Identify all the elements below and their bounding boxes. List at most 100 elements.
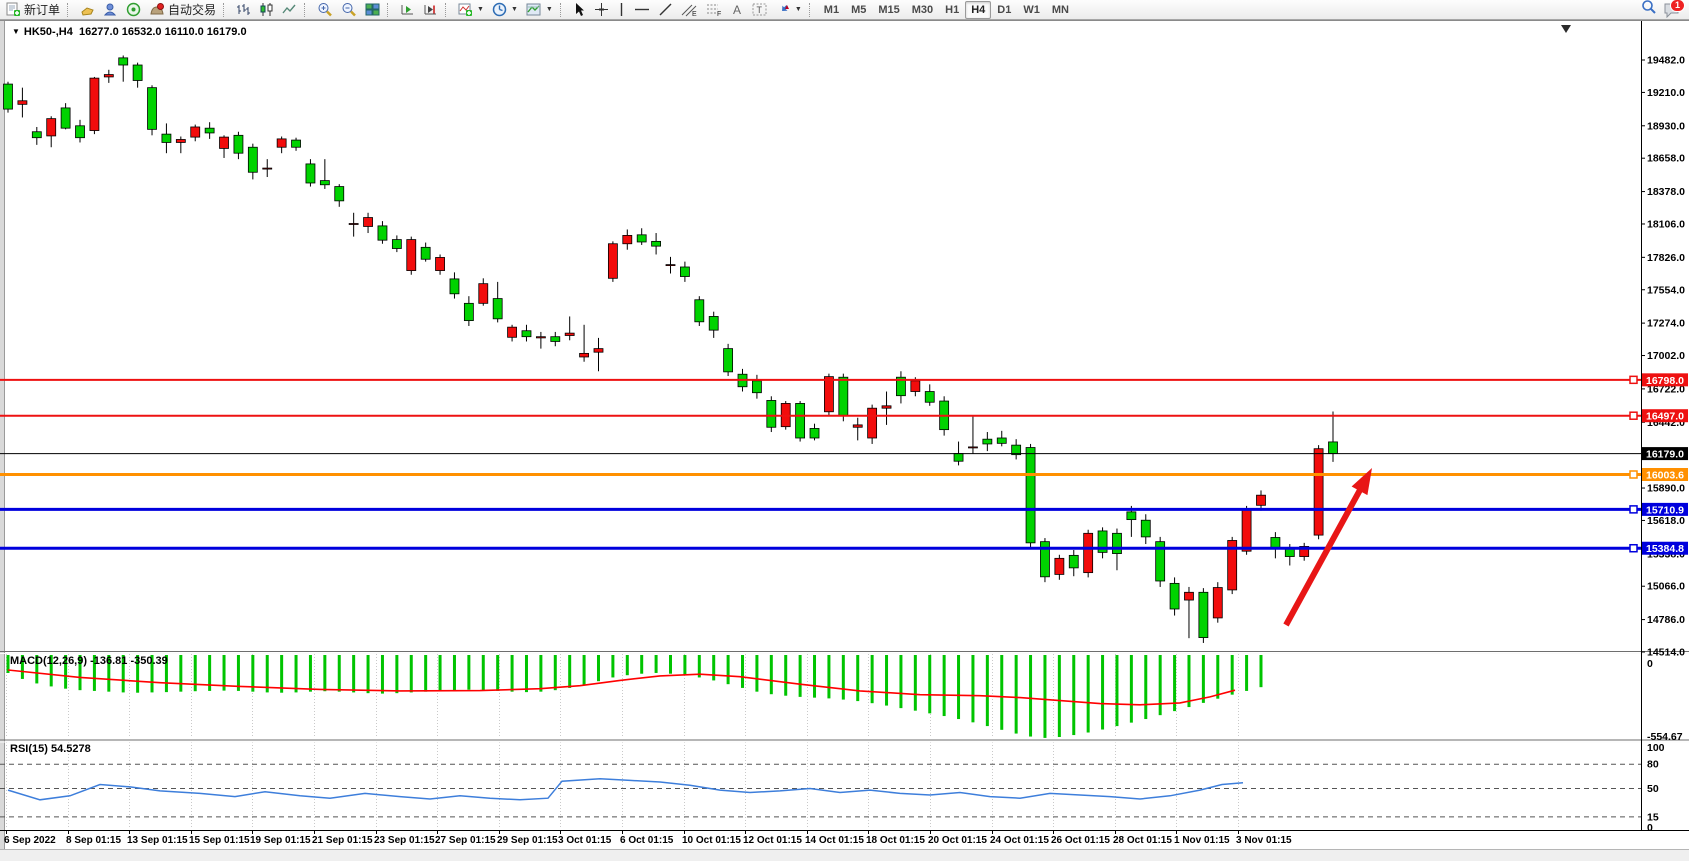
zoom-in-button[interactable] <box>313 0 337 20</box>
candlestick-chart-button[interactable] <box>255 0 278 20</box>
tab-timeframe-m5[interactable]: M5 <box>851 3 867 16</box>
macd-histogram-bar <box>611 655 615 678</box>
candle-down <box>391 239 402 249</box>
zoom-out-icon <box>341 2 357 17</box>
market-watch-button[interactable] <box>76 0 99 20</box>
navigator-button[interactable] <box>99 0 122 20</box>
toolbar-separator <box>808 2 814 17</box>
bar-chart-icon <box>236 2 251 17</box>
macd-histogram-bar <box>265 655 269 693</box>
candle-down <box>651 240 661 247</box>
price-line-anchor[interactable] <box>1629 505 1638 514</box>
price-axis-label: 17826.0 <box>1647 252 1685 264</box>
cursor-tool-button[interactable] <box>569 0 590 20</box>
horizontal-line-tool-button[interactable] <box>630 0 654 20</box>
vertical-line-tool-button[interactable] <box>613 0 630 20</box>
candle-up <box>867 407 878 439</box>
candle-up <box>1241 508 1252 552</box>
candle-down <box>1011 444 1022 456</box>
trend-arrow-line[interactable] <box>1283 485 1365 627</box>
arrows-tool-button[interactable]: ▼ <box>772 0 806 20</box>
tab-timeframe-w1[interactable]: W1 <box>1023 3 1040 16</box>
candle-down <box>996 437 1007 444</box>
text-tool-button[interactable]: A <box>727 0 748 20</box>
price-badge[interactable] <box>1642 502 1688 516</box>
time-axis-label: 21 Sep 01:15 <box>312 835 373 846</box>
candle-up <box>190 126 201 138</box>
price-badge-label: 15384.8 <box>1646 543 1684 555</box>
tab-timeframe-h4[interactable]: H4 <box>965 0 992 19</box>
time-axis-label: 15 Sep 01:15 <box>189 835 250 846</box>
price-line-anchor[interactable] <box>1629 411 1638 420</box>
tab-timeframe-m1[interactable]: M1 <box>823 3 840 16</box>
price-line-anchor[interactable] <box>1629 470 1638 479</box>
time-axis-label: 14 Oct 01:15 <box>805 835 864 846</box>
macd-histogram-bar <box>1201 655 1205 703</box>
signal-button[interactable] <box>122 0 145 20</box>
candle-down <box>1198 591 1209 638</box>
price-axis-label: 18106.0 <box>1647 218 1685 230</box>
templates-button[interactable]: ▼ <box>522 0 557 20</box>
time-axis-label: 27 Sep 01:15 <box>435 835 496 846</box>
symbol-dropdown-icon[interactable]: ▼ <box>12 27 20 36</box>
macd-histogram-bar <box>193 655 197 692</box>
new-order-button[interactable]: 新订单 <box>2 0 64 20</box>
price-badge[interactable] <box>1642 541 1688 555</box>
price-badge[interactable] <box>1642 467 1688 481</box>
tab-timeframe-m15[interactable]: M15 <box>878 3 900 16</box>
price-badge[interactable] <box>1642 409 1688 423</box>
bar-chart-button[interactable] <box>232 0 255 20</box>
text-icon: A <box>731 2 744 17</box>
zoom-out-button[interactable] <box>337 0 361 20</box>
svg-text:T: T <box>756 5 762 15</box>
autotrade-icon <box>149 2 165 17</box>
candle-up <box>363 217 373 227</box>
crosshair-tool-button[interactable] <box>590 0 613 20</box>
macd-histogram-bar <box>208 655 212 691</box>
tab-timeframe-d1[interactable]: D1 <box>997 3 1012 16</box>
price-line-anchor[interactable] <box>1629 543 1638 553</box>
notifications-button[interactable]: 1 <box>1663 0 1685 18</box>
periods-button[interactable]: ▼ <box>488 0 522 20</box>
candle-up <box>535 336 546 339</box>
tab-timeframe-m30[interactable]: M30 <box>911 3 934 16</box>
macd-histogram-bar <box>467 655 471 690</box>
channel-tool-button[interactable]: E <box>677 0 702 20</box>
step-end-button[interactable] <box>419 0 442 20</box>
add-indicator-button[interactable]: ▼ <box>454 0 488 20</box>
candle-down <box>708 316 719 331</box>
macd-histogram-bar <box>784 655 788 696</box>
candle-up <box>968 446 978 449</box>
candle-down <box>161 133 172 143</box>
tile-windows-button[interactable] <box>361 0 384 20</box>
candle-down <box>795 403 806 439</box>
price-badge[interactable] <box>1642 373 1688 387</box>
macd-histogram-bar <box>1230 655 1234 695</box>
price-badge[interactable] <box>1642 447 1688 461</box>
price-line-anchor[interactable] <box>1629 375 1638 385</box>
candle-up <box>276 138 287 148</box>
macd-histogram-bar <box>92 655 96 691</box>
macd-histogram-bar <box>553 655 557 691</box>
candle-up <box>665 264 676 267</box>
text-label-tool-button[interactable]: T <box>748 0 772 20</box>
step-forward-button[interactable] <box>396 0 419 20</box>
trendline-tool-button[interactable] <box>654 0 677 20</box>
candle-up <box>175 139 186 143</box>
search-icon[interactable] <box>1641 0 1657 20</box>
candle-down <box>723 348 734 373</box>
candle-up <box>579 352 589 358</box>
tab-timeframe-h1[interactable]: H1 <box>945 3 960 16</box>
macd-histogram-bar <box>1014 655 1018 734</box>
autotrade-label: 自动交易 <box>168 3 217 17</box>
autotrade-button[interactable]: 自动交易 <box>145 0 220 20</box>
macd-histogram-bar <box>654 655 658 673</box>
candle-up <box>622 235 633 245</box>
tab-timeframe-mn[interactable]: MN <box>1051 3 1069 16</box>
line-chart-button[interactable] <box>278 0 301 20</box>
macd-histogram-bar <box>798 655 802 697</box>
fibonacci-tool-button[interactable]: F <box>702 0 727 20</box>
price-axis-label: 14514.0 <box>1647 647 1685 659</box>
chart-shift-marker-icon[interactable] <box>1561 25 1571 33</box>
